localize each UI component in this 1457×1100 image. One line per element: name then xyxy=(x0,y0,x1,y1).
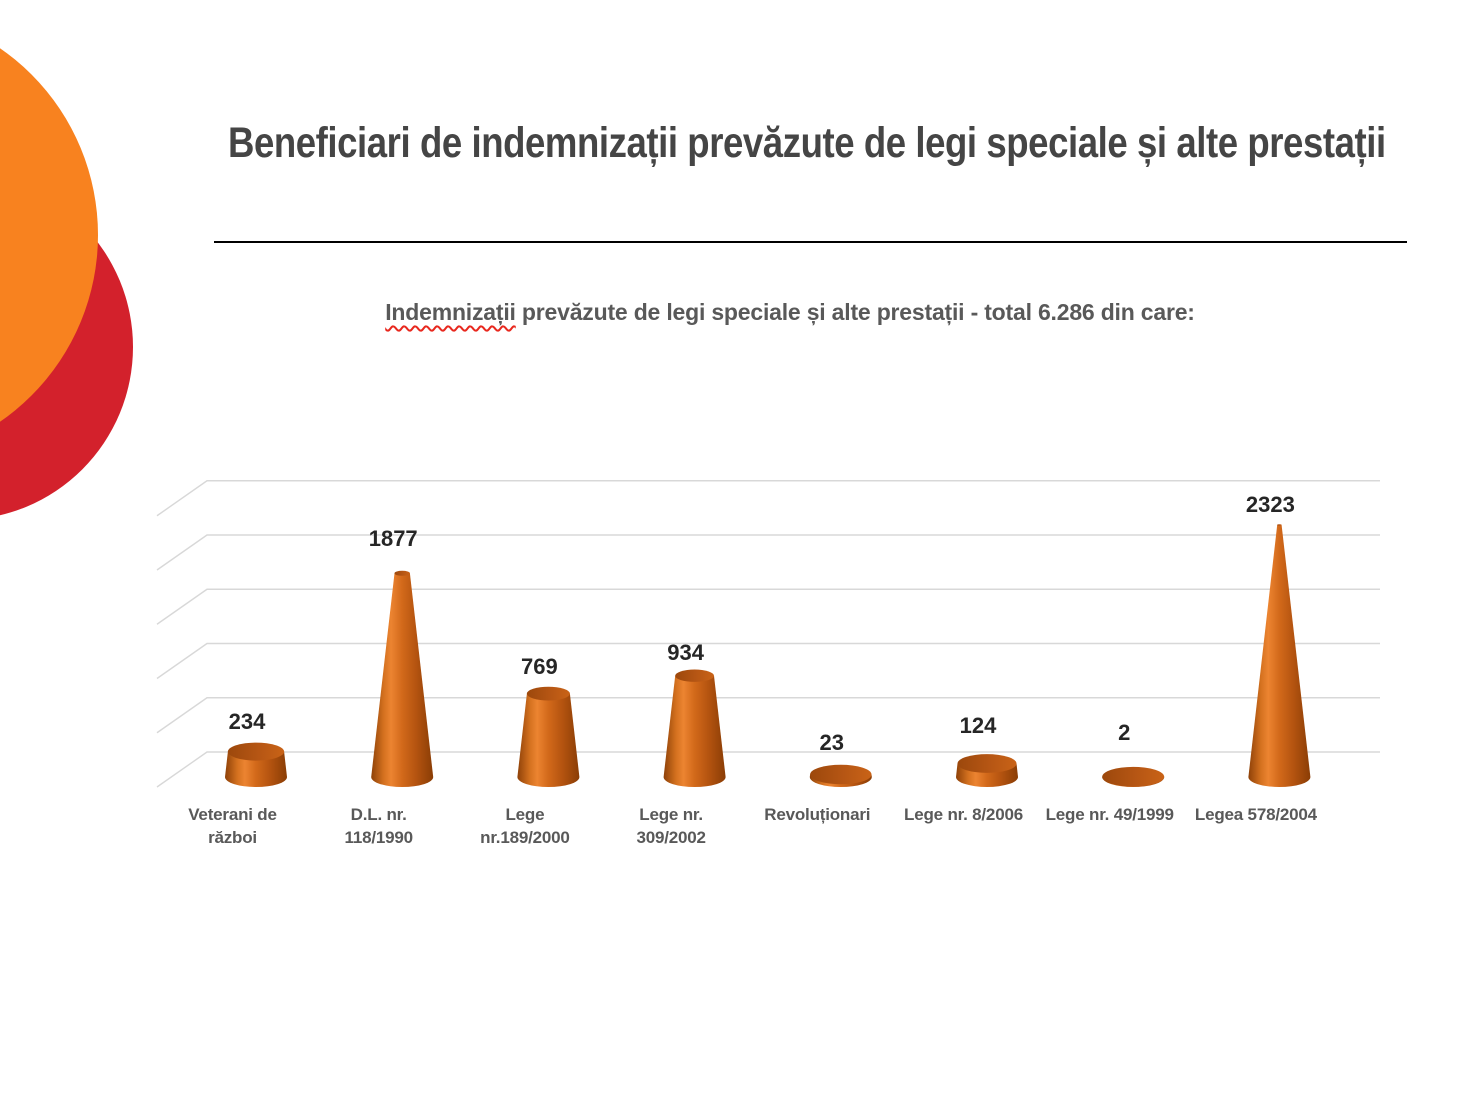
subtitle-rest: prevăzute de legi speciale și alte prest… xyxy=(515,299,1195,325)
cone-top xyxy=(810,764,872,785)
category-label-line: Lege xyxy=(505,805,544,824)
cone-top xyxy=(227,742,285,761)
cones-group xyxy=(225,524,1311,788)
value-label: 23 xyxy=(820,730,844,755)
category-label-line: război xyxy=(208,828,257,847)
value-label: 2323 xyxy=(1246,492,1295,517)
cone xyxy=(1102,766,1165,788)
category-label-line: 309/2002 xyxy=(636,828,705,847)
category-label-line: 118/1990 xyxy=(345,828,413,847)
cone-body xyxy=(517,693,580,788)
page-title: Beneficiari de indemnizații prevăzute de… xyxy=(228,119,1386,167)
category-label: Lege nr.189/2000 xyxy=(480,805,570,847)
chart-subtitle: Indemnizații prevăzute de legi speciale … xyxy=(180,297,1400,327)
category-label: D.L. nr. 118/1990 xyxy=(345,805,413,847)
cone-top xyxy=(526,686,570,701)
category-label-line: Legea 578/2004 xyxy=(1195,805,1318,824)
value-label: 769 xyxy=(521,654,558,679)
cone-top xyxy=(394,570,410,576)
cone-top xyxy=(957,754,1017,773)
category-label-line: D.L. nr. xyxy=(351,805,407,824)
value-label: 1877 xyxy=(369,526,418,551)
cone-body xyxy=(371,573,434,788)
value-label: 2 xyxy=(1118,720,1130,745)
value-label: 234 xyxy=(229,709,266,734)
cone xyxy=(809,764,872,788)
cone xyxy=(225,742,287,787)
cone xyxy=(663,669,726,788)
cone xyxy=(517,686,580,788)
category-label: Legea 578/2004 xyxy=(1195,805,1318,824)
cone-body xyxy=(1248,525,1311,788)
cone-body xyxy=(225,751,287,787)
category-label-line: Veterani de xyxy=(188,805,277,824)
category-label-line: Lege nr. 8/2006 xyxy=(904,805,1023,824)
category-label-line: Lege nr. xyxy=(639,805,703,824)
cone-top xyxy=(1102,766,1165,787)
cone-body xyxy=(663,675,726,788)
gridline xyxy=(156,480,1380,517)
category-label-line: nr.189/2000 xyxy=(480,828,570,847)
category-label-line: Lege nr. 49/1999 xyxy=(1046,805,1174,824)
category-label-line: Revoluționari xyxy=(764,805,870,824)
value-label: 124 xyxy=(960,713,997,738)
cone xyxy=(956,754,1018,787)
gridline xyxy=(156,697,1380,734)
labels-group: 234 Veterani de război 1877 D.L. nr. 118/1990… xyxy=(188,492,1318,847)
title-divider xyxy=(214,241,1407,243)
gridline xyxy=(156,534,1380,571)
category-label: Veterani de război xyxy=(188,805,277,847)
cone-top xyxy=(675,669,714,682)
gridline xyxy=(156,642,1380,680)
cone xyxy=(1248,524,1311,788)
category-label: Revoluționari xyxy=(764,805,870,824)
gridline xyxy=(156,588,1380,625)
category-label: Lege nr. 8/2006 xyxy=(904,805,1023,824)
gridline xyxy=(156,751,1380,788)
cone xyxy=(371,570,434,788)
category-label: Lege nr. 49/1999 xyxy=(1046,805,1174,824)
value-label: 934 xyxy=(667,640,704,665)
cone-top xyxy=(1277,524,1282,526)
gridlines-group xyxy=(156,480,1380,788)
subtitle-misspelled-word: Indemnizații xyxy=(385,299,516,325)
category-label: Lege nr. 309/2002 xyxy=(636,805,705,847)
